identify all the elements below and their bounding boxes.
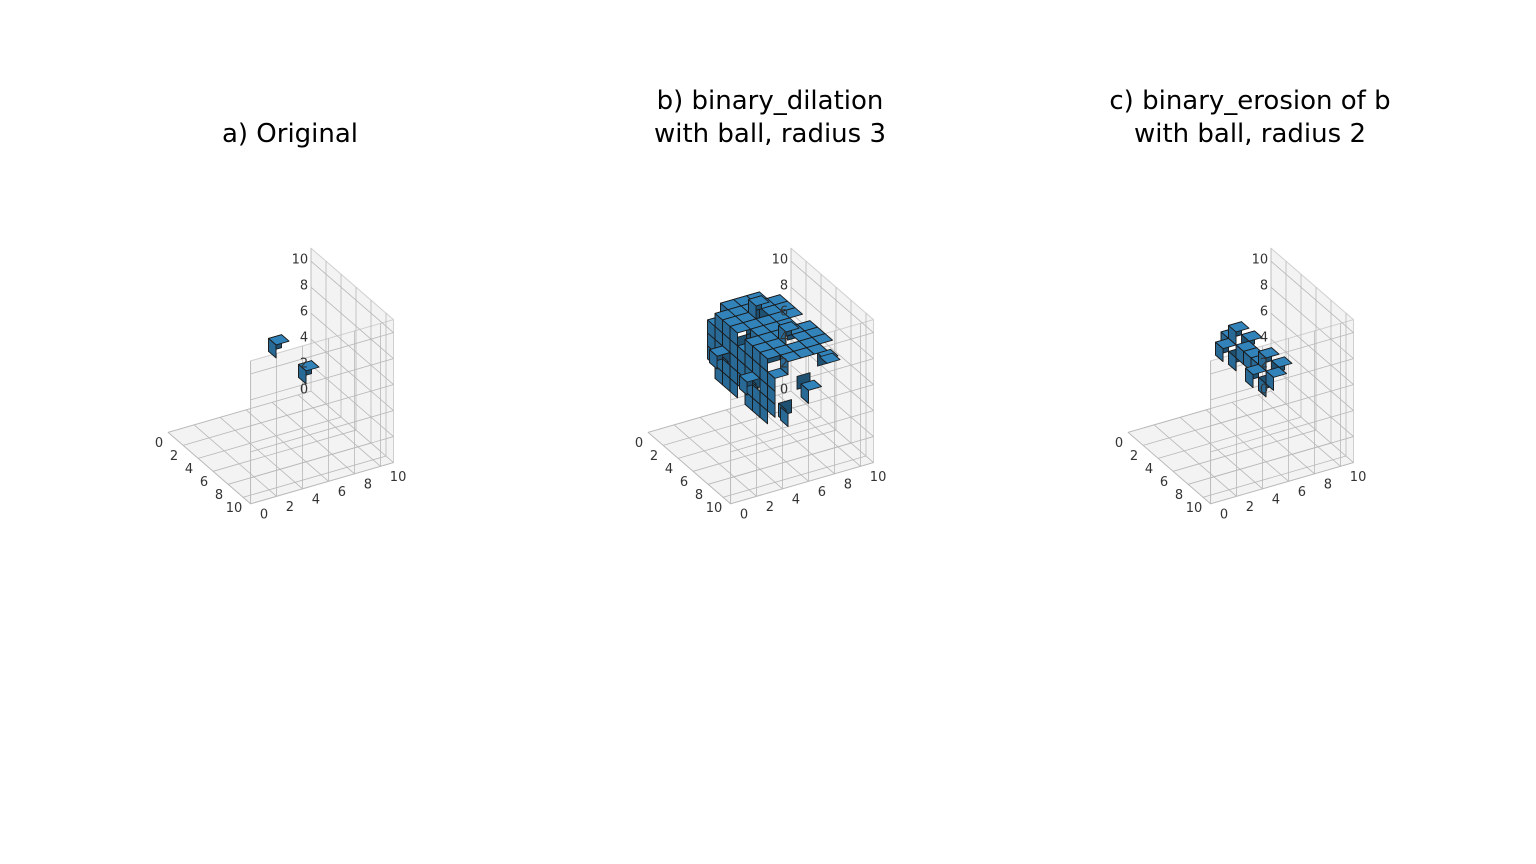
svg-text:0: 0 — [1220, 507, 1228, 522]
svg-text:8: 8 — [1175, 488, 1183, 503]
svg-text:4: 4 — [1272, 492, 1280, 507]
svg-text:0: 0 — [155, 436, 163, 451]
svg-text:4: 4 — [780, 331, 788, 346]
svg-text:2: 2 — [300, 357, 308, 372]
svg-text:2: 2 — [170, 449, 178, 464]
svg-text:6: 6 — [1260, 305, 1268, 320]
svg-text:10: 10 — [390, 470, 407, 485]
svg-text:2: 2 — [766, 500, 774, 515]
svg-text:0: 0 — [260, 507, 268, 522]
svg-text:6: 6 — [1160, 475, 1168, 490]
subplot-c-title: c) binary_erosion of b with ball, radius… — [1020, 80, 1480, 150]
svg-text:10: 10 — [1252, 253, 1269, 268]
svg-text:6: 6 — [1298, 485, 1306, 500]
svg-text:8: 8 — [1324, 477, 1332, 492]
svg-text:6: 6 — [680, 475, 688, 490]
svg-text:8: 8 — [364, 477, 372, 492]
svg-text:2: 2 — [1130, 449, 1138, 464]
svg-text:4: 4 — [1145, 462, 1153, 477]
svg-text:8: 8 — [215, 488, 223, 503]
svg-text:10: 10 — [772, 253, 789, 268]
figure: a) Original 024681002468100246810 b) bin… — [0, 0, 1536, 864]
svg-text:4: 4 — [792, 492, 800, 507]
svg-text:8: 8 — [695, 488, 703, 503]
svg-text:4: 4 — [312, 492, 320, 507]
svg-text:10: 10 — [706, 501, 723, 516]
svg-text:8: 8 — [1260, 279, 1268, 294]
svg-text:10: 10 — [1186, 501, 1203, 516]
svg-text:8: 8 — [780, 279, 788, 294]
svg-text:0: 0 — [1115, 436, 1123, 451]
svg-text:4: 4 — [665, 462, 673, 477]
svg-text:0: 0 — [780, 383, 788, 398]
svg-text:8: 8 — [300, 279, 308, 294]
svg-text:0: 0 — [740, 507, 748, 522]
svg-text:6: 6 — [300, 305, 308, 320]
svg-text:4: 4 — [300, 331, 308, 346]
svg-text:8: 8 — [844, 477, 852, 492]
svg-text:2: 2 — [650, 449, 658, 464]
svg-text:6: 6 — [200, 475, 208, 490]
svg-text:6: 6 — [818, 485, 826, 500]
svg-text:10: 10 — [226, 501, 243, 516]
axes3d-c: 024681002468100246810 — [1020, 156, 1480, 596]
svg-text:2: 2 — [1246, 500, 1254, 515]
svg-text:4: 4 — [1260, 331, 1268, 346]
svg-text:0: 0 — [300, 383, 308, 398]
svg-text:0: 0 — [1260, 383, 1268, 398]
svg-text:2: 2 — [780, 357, 788, 372]
svg-text:4: 4 — [185, 462, 193, 477]
axes3d-a: 024681002468100246810 — [60, 156, 520, 596]
svg-text:6: 6 — [780, 305, 788, 320]
svg-text:2: 2 — [1260, 357, 1268, 372]
svg-text:6: 6 — [338, 485, 346, 500]
svg-text:10: 10 — [292, 253, 309, 268]
subplot-a-title: a) Original — [60, 80, 520, 150]
svg-text:0: 0 — [635, 436, 643, 451]
svg-text:10: 10 — [1350, 470, 1367, 485]
svg-text:10: 10 — [870, 470, 887, 485]
subplot-a: a) Original 024681002468100246810 — [60, 80, 520, 596]
axes3d-b: 024681002468100246810 — [540, 156, 1000, 596]
subplot-b: b) binary_dilation with ball, radius 3 0… — [540, 80, 1000, 596]
subplot-b-title: b) binary_dilation with ball, radius 3 — [540, 80, 1000, 150]
subplot-c: c) binary_erosion of b with ball, radius… — [1020, 80, 1480, 596]
svg-text:2: 2 — [286, 500, 294, 515]
